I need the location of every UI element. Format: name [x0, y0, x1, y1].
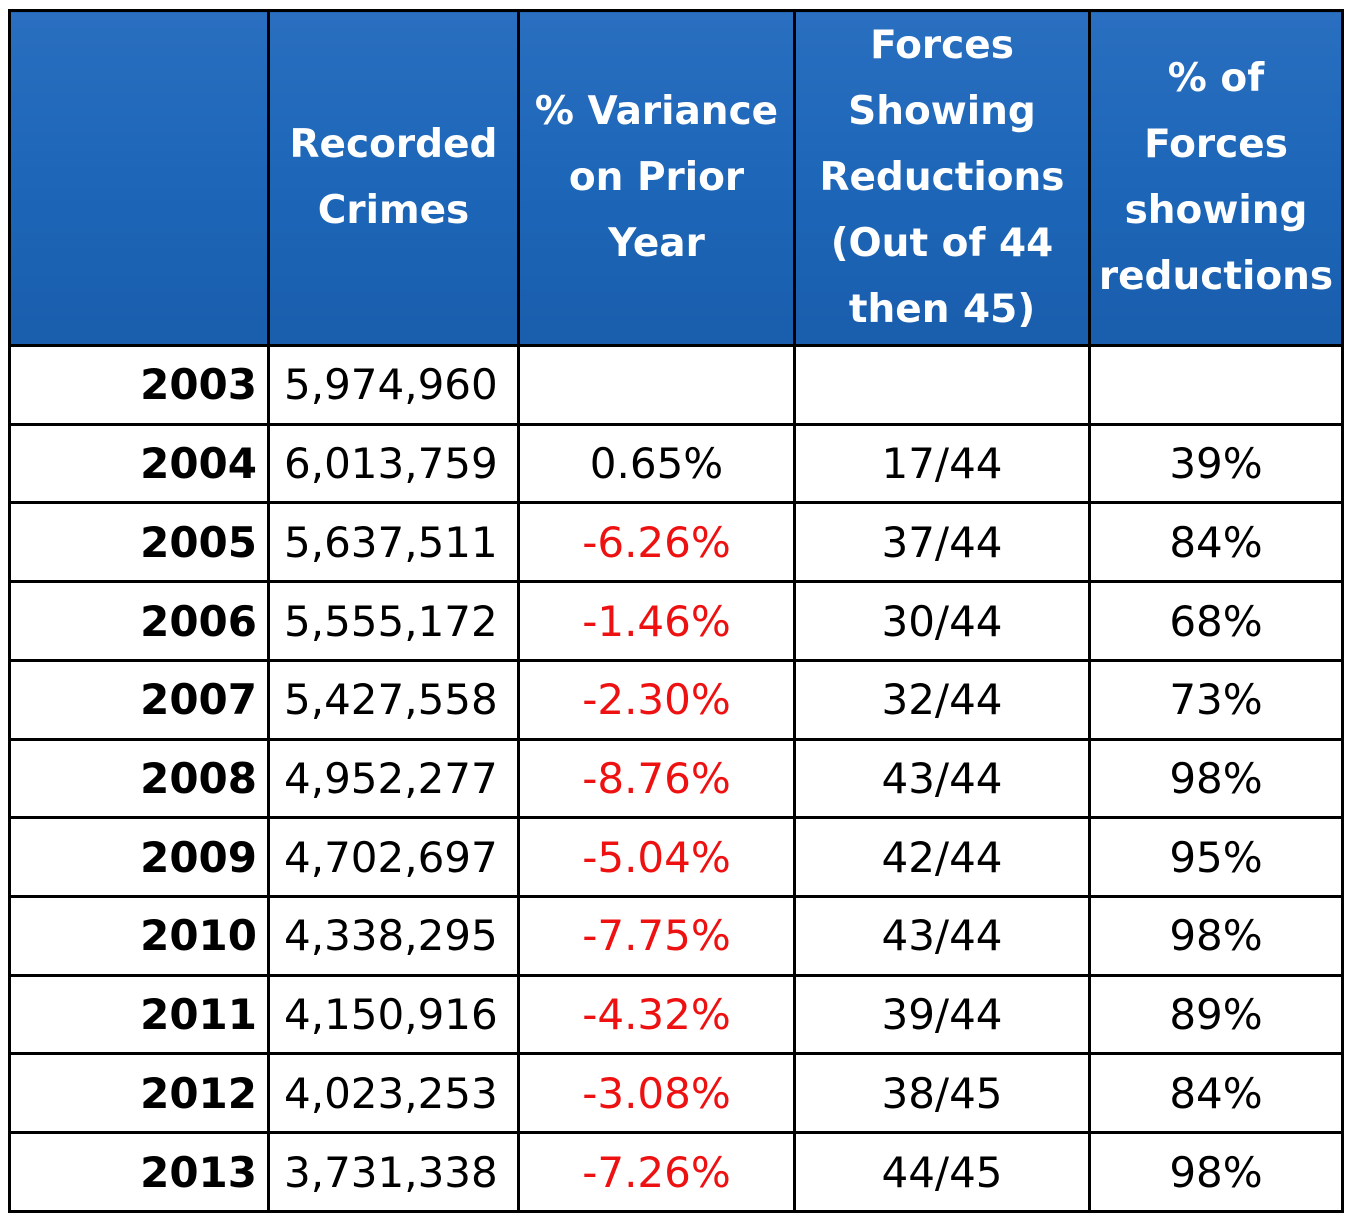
pct-forces-cell: 98%	[1088, 737, 1344, 820]
year-cell: 2004	[8, 422, 270, 505]
forces-reduction-cell: 37/44	[793, 501, 1091, 584]
table-row: 2009 4,702,697 -5.04% 42/44 95%	[8, 816, 1344, 899]
forces-reduction-cell: 17/44	[793, 422, 1091, 505]
pct-forces-cell: 98%	[1088, 1131, 1344, 1213]
year-cell: 2008	[8, 737, 270, 820]
forces-reduction-cell: 43/44	[793, 737, 1091, 820]
forces-reduction-cell: 38/45	[793, 1052, 1091, 1135]
header-recorded-crimes: Recorded Crimes	[267, 9, 520, 347]
table-row: 2010 4,338,295 -7.75% 43/44 98%	[8, 895, 1344, 977]
pct-forces-cell: 73%	[1088, 658, 1344, 741]
table-row: 2006 5,555,172 -1.46% 30/44 68%	[8, 580, 1344, 662]
variance-cell: -5.04%	[517, 816, 796, 899]
variance-cell: -1.46%	[517, 580, 796, 662]
pct-forces-cell: 95%	[1088, 816, 1344, 899]
year-cell: 2013	[8, 1131, 270, 1213]
pct-forces-cell: 84%	[1088, 501, 1344, 584]
recorded-crimes-cell: 4,952,277	[267, 737, 520, 820]
table-row: 2005 5,637,511 -6.26% 37/44 84%	[8, 501, 1344, 584]
header-pct-forces: % of Forces showing reductions	[1088, 9, 1344, 347]
pct-forces-cell: 84%	[1088, 1052, 1344, 1135]
forces-reduction-cell: 32/44	[793, 658, 1091, 741]
table-row: 2012 4,023,253 -3.08% 38/45 84%	[8, 1052, 1344, 1135]
header-year	[8, 9, 270, 347]
header-row: Recorded Crimes % Variance on Prior Year…	[8, 9, 1344, 347]
table-row: 2004 6,013,759 0.65% 17/44 39%	[8, 422, 1344, 505]
pct-forces-cell: 39%	[1088, 422, 1344, 505]
pct-forces-cell: 68%	[1088, 580, 1344, 662]
recorded-crimes-cell: 5,427,558	[267, 658, 520, 741]
recorded-crimes-cell: 6,013,759	[267, 422, 520, 505]
recorded-crimes-cell: 4,702,697	[267, 816, 520, 899]
table-row: 2013 3,731,338 -7.26% 44/45 98%	[8, 1131, 1344, 1213]
recorded-crimes-cell: 5,637,511	[267, 501, 520, 584]
recorded-crimes-cell: 4,023,253	[267, 1052, 520, 1135]
recorded-crimes-cell: 4,150,916	[267, 973, 520, 1056]
variance-cell: -4.32%	[517, 973, 796, 1056]
variance-cell: -6.26%	[517, 501, 796, 584]
recorded-crimes-cell: 4,338,295	[267, 895, 520, 977]
pct-forces-cell	[1088, 344, 1344, 426]
year-cell: 2012	[8, 1052, 270, 1135]
table-row: 2007 5,427,558 -2.30% 32/44 73%	[8, 658, 1344, 741]
year-cell: 2009	[8, 816, 270, 899]
forces-reduction-cell: 39/44	[793, 973, 1091, 1056]
year-cell: 2005	[8, 501, 270, 584]
year-cell: 2006	[8, 580, 270, 662]
year-cell: 2011	[8, 973, 270, 1056]
forces-reduction-cell: 30/44	[793, 580, 1091, 662]
variance-cell: -8.76%	[517, 737, 796, 820]
variance-cell: 0.65%	[517, 422, 796, 505]
recorded-crimes-cell: 5,555,172	[267, 580, 520, 662]
forces-reduction-cell	[793, 344, 1091, 426]
variance-cell: -2.30%	[517, 658, 796, 741]
year-cell: 2007	[8, 658, 270, 741]
table-row: 2011 4,150,916 -4.32% 39/44 89%	[8, 973, 1344, 1056]
crime-statistics-table: Recorded Crimes % Variance on Prior Year…	[8, 9, 1344, 1213]
pct-forces-cell: 89%	[1088, 973, 1344, 1056]
header-variance: % Variance on Prior Year	[517, 9, 796, 347]
recorded-crimes-cell: 5,974,960	[267, 344, 520, 426]
variance-cell	[517, 344, 796, 426]
year-cell: 2003	[8, 344, 270, 426]
pct-forces-cell: 98%	[1088, 895, 1344, 977]
forces-reduction-cell: 43/44	[793, 895, 1091, 977]
forces-reduction-cell: 44/45	[793, 1131, 1091, 1213]
variance-cell: -3.08%	[517, 1052, 796, 1135]
variance-cell: -7.75%	[517, 895, 796, 977]
recorded-crimes-cell: 3,731,338	[267, 1131, 520, 1213]
table-row: 2008 4,952,277 -8.76% 43/44 98%	[8, 737, 1344, 820]
variance-cell: -7.26%	[517, 1131, 796, 1213]
table-row: 2003 5,974,960	[8, 344, 1344, 426]
year-cell: 2010	[8, 895, 270, 977]
forces-reduction-cell: 42/44	[793, 816, 1091, 899]
header-forces-showing-reductions: Forces Showing Reductions (Out of 44 the…	[793, 9, 1091, 347]
